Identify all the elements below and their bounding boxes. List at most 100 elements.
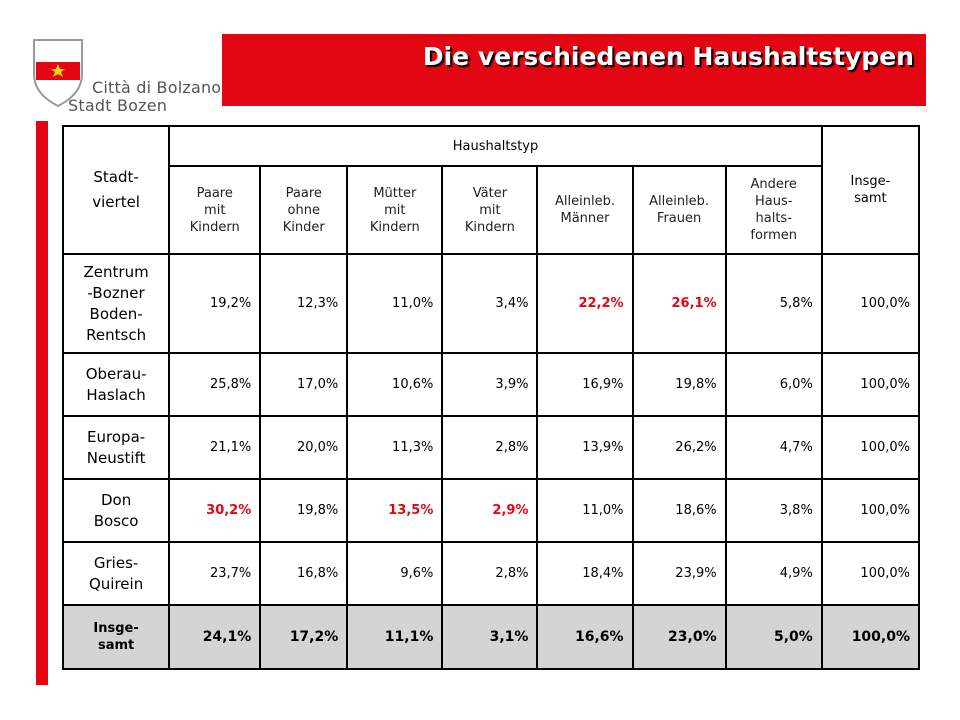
percentage-cell: 21,1% xyxy=(168,415,262,480)
total-header-line: Insge- xyxy=(850,174,891,189)
table-row: Europa- Neustift 21,1% 20,0% 11,3% 2,8% 13,9% 2… xyxy=(61,415,921,480)
percentage-cell: 9,6% xyxy=(346,541,444,606)
percentage-cell: 11,0% xyxy=(346,253,444,354)
total-percentage-cell: 24,1% xyxy=(168,604,262,670)
table-row: Don Bosco 30,2% 19,8% 13,5% 2,9% 11,0% 18,6% 3,8… xyxy=(61,478,921,543)
household-type-column-header: Väter mit Kindern xyxy=(441,165,539,255)
text-line: samt xyxy=(97,638,135,653)
table-row: Oberau- Haslach 25,8% 17,0% 10,6% 3,9% 16,9% 19… xyxy=(61,352,921,417)
text-line: Kinder xyxy=(282,219,325,235)
district-name-cell: Don Bosco xyxy=(61,478,171,543)
household-type-column-header: Paare ohne Kinder xyxy=(259,165,349,255)
percentage-cell: 3,8% xyxy=(724,478,823,543)
text-line: Väter xyxy=(472,185,508,201)
text-line: Kindern xyxy=(189,219,240,235)
table-row: Gries- Quirein 23,7% 16,8% 9,6% 2,8% 18,4% 23,9… xyxy=(61,541,921,606)
percentage-cell: 3,4% xyxy=(441,253,539,354)
percentage-cell: 6,0% xyxy=(724,352,823,417)
percentage-cell: 16,9% xyxy=(536,352,634,417)
percentage-cell: 11,3% xyxy=(346,415,444,480)
row-total-cell: 100,0% xyxy=(820,415,921,480)
text-line: Boden- xyxy=(89,304,143,323)
percentage-cell: 22,2% xyxy=(536,253,634,354)
household-type-column-header: Paare mit Kindern xyxy=(168,165,262,255)
household-type-column-header: Alleinleb. Männer xyxy=(536,165,634,255)
total-header-line: samt xyxy=(854,191,887,206)
percentage-cell: 17,0% xyxy=(259,352,349,417)
city-logo: Città di Bolzano Stadt Bozen xyxy=(28,36,222,116)
percentage-cell: 26,1% xyxy=(631,253,727,354)
percentage-cell: 5,8% xyxy=(724,253,823,354)
total-percentage-cell: 23,0% xyxy=(631,604,727,670)
text-line: Oberau- xyxy=(85,364,147,383)
percentage-cell: 2,8% xyxy=(441,541,539,606)
percentage-cell: 4,9% xyxy=(724,541,823,606)
percentage-cell: 20,0% xyxy=(259,415,349,480)
district-column-header: Stadt- viertel xyxy=(61,125,171,255)
percentage-cell: 30,2% xyxy=(168,478,262,543)
row-total-cell: 100,0% xyxy=(820,253,921,354)
text-line: Haus- xyxy=(754,194,793,209)
text-line: formen xyxy=(750,228,797,243)
percentage-cell: 3,9% xyxy=(441,352,539,417)
total-percentage-cell: 16,6% xyxy=(536,604,634,670)
text-line: Neustift xyxy=(86,448,146,467)
row-total-cell: 100,0% xyxy=(820,541,921,606)
text-line: Europa- xyxy=(87,427,146,446)
text-line: halts- xyxy=(755,211,792,226)
percentage-cell: 19,2% xyxy=(168,253,262,354)
text-line: Don xyxy=(100,490,132,509)
percentage-cell: 4,7% xyxy=(724,415,823,480)
text-line: Bosco xyxy=(93,511,139,530)
percentage-cell: 18,4% xyxy=(536,541,634,606)
total-percentage-cell: 5,0% xyxy=(724,604,823,670)
table-row: Zentrum -Bozner Boden- Rentsch 19,2% 12,3% 11,… xyxy=(61,253,921,354)
district-name-cell: Gries- Quirein xyxy=(61,541,171,606)
total-percentage-cell: 3,1% xyxy=(441,604,539,670)
text-line: Alleinleb. xyxy=(555,194,615,209)
left-accent-bar xyxy=(36,121,48,685)
percentage-cell: 16,8% xyxy=(259,541,349,606)
text-line: Haslach xyxy=(86,385,146,404)
district-name-cell: Oberau- Haslach xyxy=(61,352,171,417)
household-types-table: Stadt- viertel Haushaltstyp Insge- samt … xyxy=(61,125,921,670)
district-header-line: Stadt- xyxy=(93,168,139,186)
text-line: Mütter xyxy=(373,185,417,201)
row-total-cell: 100,0% xyxy=(820,478,921,543)
household-type-group-header: Haushaltstyp xyxy=(168,125,823,167)
percentage-cell: 23,7% xyxy=(168,541,262,606)
percentage-cell: 10,6% xyxy=(346,352,444,417)
text-line: mit xyxy=(384,202,406,218)
percentage-cell: 23,9% xyxy=(631,541,727,606)
percentage-cell: 19,8% xyxy=(259,478,349,543)
total-row-label: Insge-samt xyxy=(61,604,171,670)
total-column-header: Insge- samt xyxy=(820,125,921,255)
text-line: Frauen xyxy=(656,211,702,226)
household-type-column-header: Alleinleb. Frauen xyxy=(631,165,727,255)
grand-total-cell: 100,0% xyxy=(820,604,921,670)
text-line: Paare xyxy=(285,185,322,201)
percentage-cell: 25,8% xyxy=(168,352,262,417)
total-percentage-cell: 17,2% xyxy=(259,604,349,670)
percentage-cell: 18,6% xyxy=(631,478,727,543)
household-type-column-header: Mütter mit Kindern xyxy=(346,165,444,255)
total-percentage-cell: 11,1% xyxy=(346,604,444,670)
text-line: Männer xyxy=(560,211,610,226)
percentage-cell: 19,8% xyxy=(631,352,727,417)
district-name-cell: Europa- Neustift xyxy=(61,415,171,480)
percentage-cell: 26,2% xyxy=(631,415,727,480)
row-total-cell: 100,0% xyxy=(820,352,921,417)
text-line: ohne xyxy=(287,202,320,218)
text-line: Kindern xyxy=(464,219,515,235)
district-name-cell: Zentrum -Bozner Boden- Rentsch xyxy=(61,253,171,354)
text-line: Alleinleb. xyxy=(649,194,710,209)
text-line: Andere xyxy=(750,177,797,192)
title-banner: Die verschiedenen Haushaltstypen xyxy=(222,34,926,106)
household-type-subheader-row: Paare mit Kindern Paare ohne Kinder Mütter mit K… xyxy=(63,165,919,255)
logo-city-name-italian: Città di Bolzano xyxy=(92,78,222,97)
table-body: Zentrum -Bozner Boden- Rentsch 19,2% 12,3% 11,… xyxy=(61,253,921,670)
percentage-cell: 2,8% xyxy=(441,415,539,480)
district-header-line: viertel xyxy=(92,193,140,211)
text-line: Insge- xyxy=(93,621,139,636)
text-line: Quirein xyxy=(88,574,144,593)
